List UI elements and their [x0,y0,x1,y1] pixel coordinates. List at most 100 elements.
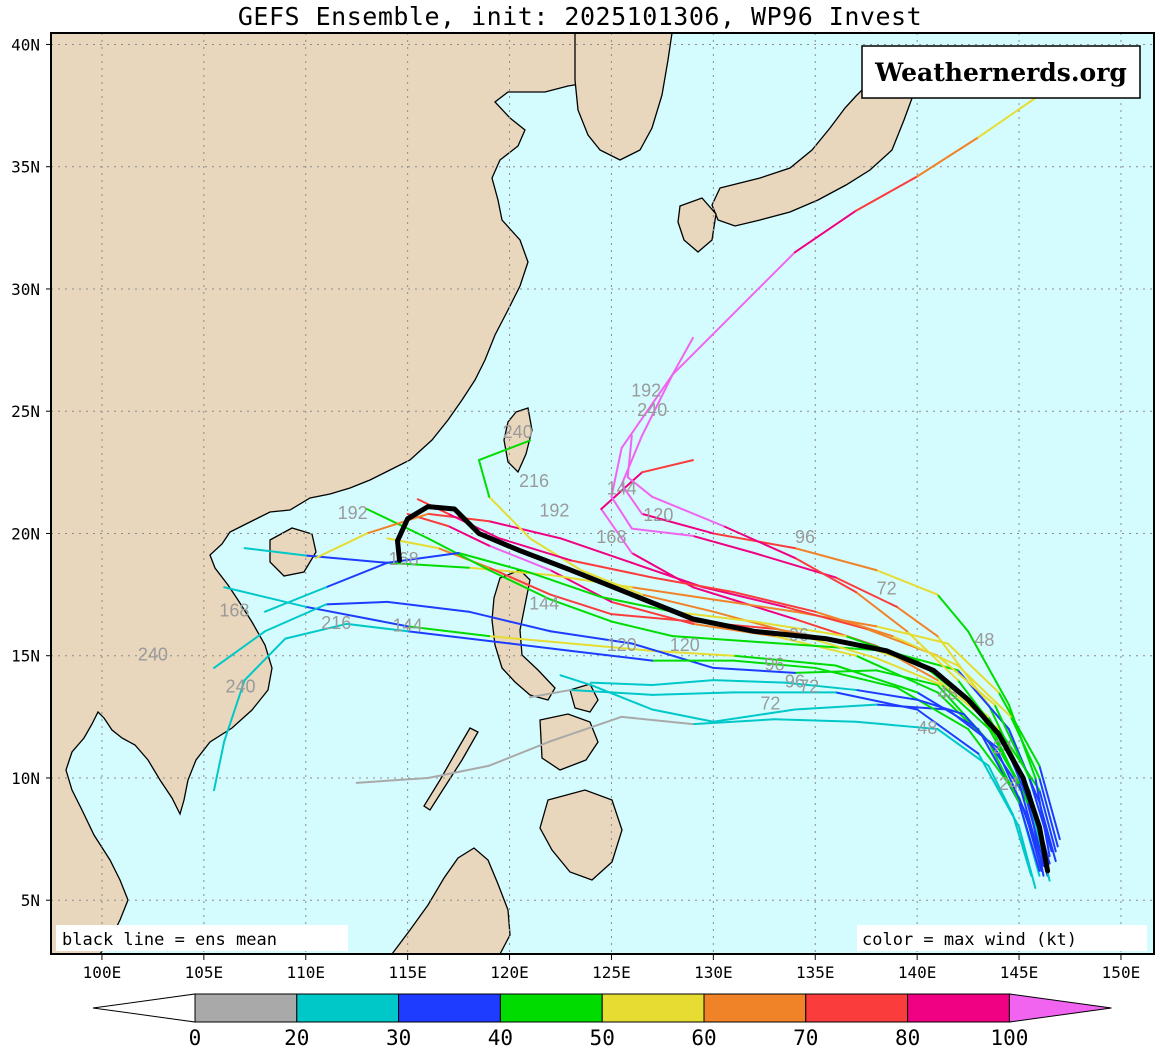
ensemble-track-segment [671,610,756,623]
borneo-island [391,847,511,954]
forecast-hour-label: 96 [764,654,784,674]
ensemble-track-segment [997,691,1041,767]
ensemble-track-segment [549,593,613,616]
ensemble-track-segment [783,605,868,630]
ensemble-track-segment [712,666,796,674]
ensemble-track-segment [630,561,705,589]
ensemble-track-segment [620,434,644,486]
ensemble-track-segment [223,586,307,608]
map-frame [50,32,1155,955]
latitude-labels: 40N 35N 30N 25N 20N 15N 10N 5N [11,35,51,910]
colorbar-tick-label: 70 [793,1026,818,1050]
lon-tick-label: 115E [388,963,427,982]
ensemble-track-segment [626,434,633,479]
ensemble-track-segment [325,600,389,606]
ensemble-track-segment [936,654,996,706]
watermark-box: Weathernerds.org [861,45,1141,99]
ensemble-track-segment [1038,789,1057,853]
ensemble-track-segment [946,708,1000,750]
ensemble-track-segment [987,764,1014,816]
ensemble-track-segment [712,708,796,723]
ensemble-track-segment [671,336,694,376]
colorbar-bin [499,993,603,1023]
chart-title: GEFS Ensemble, init: 2025101306, WP96 In… [237,2,923,31]
ensemble-track-segment [569,559,654,579]
ensemble-track-segment [243,637,287,682]
ensemble-track-segment [875,657,943,687]
forecast-hour-label: 240 [503,422,533,442]
forecast-hour-label: 96 [795,527,815,547]
ensemble-track-segment [712,679,786,684]
ensemble-track-segment [314,532,368,559]
ensemble-track-segment [793,556,858,594]
ensemble-track-segment [630,586,715,601]
colorbar-tick-label: 40 [488,1026,513,1050]
ensemble-track-segment [477,439,531,462]
ensemble-track-segment [895,686,970,731]
forecast-hour-label: 96 [785,671,805,691]
ensemble-track-segment [1011,813,1033,877]
lon-tick-label: 120E [490,963,529,982]
ensemble-track-segment [855,720,939,731]
ensemble-track-segment [855,654,939,694]
colorbar-bin [907,993,1010,1023]
colorbar-bin [296,993,400,1023]
ensemble-track-segment [610,613,694,623]
ensemble-track-segment [993,703,1031,779]
colorbar-tick-label: 20 [284,1026,309,1050]
ensemble-track-segment [559,674,593,687]
lon-tick-label: 100E [83,963,122,982]
ensemble-track-segment [600,471,644,511]
ensemble-track-segment [626,476,654,498]
forecast-hour-label: 192 [338,503,368,523]
ensemble-track-segment [963,713,1000,755]
wind-colorbar: 0 20 30 40 50 60 70 80 100 [92,993,1112,1050]
forecast-hour-label: 48 [917,718,937,738]
ensemble-track-segment [905,630,959,682]
longitude-labels: 100E 105E 110E 115E 120E 125E 130E 135E 140E 145E… [83,954,1140,982]
ensemble-track-segment [528,688,572,699]
forecast-hour-label: 240 [637,400,667,420]
ensemble-track-segment [855,591,908,633]
lat-tick-label: 40N [11,35,40,54]
ensemble-track-segment [528,537,582,572]
colorbar-tick-label: 30 [386,1026,411,1050]
ensemble-track-segment [641,593,715,613]
ensemble-track-segment [814,610,894,638]
forecast-hour-label: 24 [999,774,1019,794]
mean-line-note: black line = ens mean [62,930,277,950]
lon-tick-label: 135E [796,963,835,982]
ensemble-track-segment [579,569,644,596]
ensemble-track-segment [946,642,1000,694]
colorbar-high-arrow [1008,993,1112,1023]
ensemble-track-segment [427,764,491,779]
ensemble-track-segment [936,593,970,633]
ensemble-track-segment [742,640,817,647]
ensemble-track-segment [651,691,735,696]
ensemble-track-segment [732,654,837,667]
mainland-asia [51,33,673,954]
lat-lon-grid [51,33,1154,954]
ensemble-track-segment [386,600,470,613]
ensemble-track-segment [488,635,572,645]
forecast-hour-label: 168 [219,601,249,621]
ensemble-track-segment [651,679,715,687]
korean-peninsula [574,33,673,161]
ensemble-track-segment [467,566,552,577]
forecast-hour-label: 240 [138,645,168,665]
watermark-text: Weathernerds.org [874,58,1127,87]
ensemble-track-segment [936,728,990,767]
lon-tick-label: 145E [1000,963,1039,982]
ensemble-track-segment [488,520,562,540]
forecast-hour-label: 72 [799,676,819,696]
ensemble-track-segment [712,598,796,613]
ensemble-track-segment [691,534,756,555]
forecast-hour-label: 216 [321,613,351,633]
ensemble-track-segment [345,622,409,633]
ensemble-track-segment [793,209,858,254]
forecast-hour-label: 72 [760,694,780,714]
lat-tick-label: 5N [21,891,40,910]
forecast-hour-label: 48 [974,630,994,650]
ensemble-track-segment [590,681,654,687]
